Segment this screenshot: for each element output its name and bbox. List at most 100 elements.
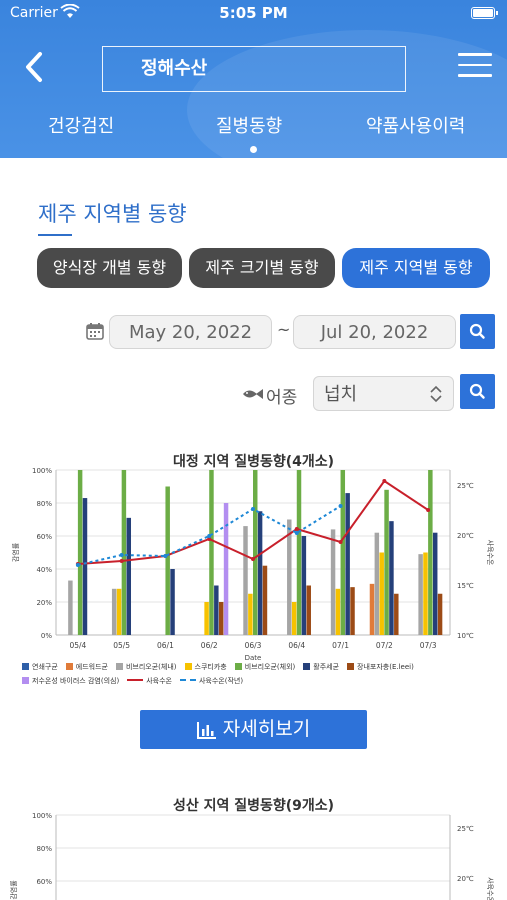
- legend-label: 비브리오균(체외): [244, 663, 296, 671]
- chart1-ytick-label: 100%: [32, 467, 52, 475]
- chart1-xtick-label: 05/4: [69, 641, 86, 650]
- legend-label: 비브리오균(체내): [125, 663, 177, 671]
- chart1-bar: [437, 593, 443, 635]
- chart1-line-point: [119, 559, 124, 563]
- chart1-legend-item: 비브리오균(체내): [115, 662, 177, 672]
- chart1-line-point: [75, 563, 80, 567]
- chart1-legend-item: 사육수온(작년): [179, 676, 244, 686]
- date-separator: ~: [277, 320, 291, 339]
- legend-label: 에드워드균: [75, 663, 108, 671]
- battery-icon: [471, 7, 498, 19]
- legend-swatch: [234, 663, 242, 670]
- chart1-bar: [345, 493, 350, 635]
- chart1-y2tick-label: 15℃: [457, 582, 474, 590]
- end-date-field[interactable]: Jul 20, 2022: [293, 315, 456, 349]
- legend-swatch: [347, 663, 355, 670]
- search-icon: [469, 383, 485, 399]
- chart1-bar: [287, 519, 292, 635]
- chart1-line-point: [207, 534, 212, 538]
- chart1-line-point: [382, 479, 387, 483]
- chart1-bar: [165, 486, 170, 635]
- chart1-xtick-label: 07/2: [376, 641, 393, 650]
- chart1-bar: [204, 602, 209, 635]
- tab-health-check[interactable]: 건강검진: [48, 116, 115, 137]
- tab-drug-history[interactable]: 약품사용이력: [366, 116, 466, 137]
- chart1-bar: [253, 470, 258, 635]
- chart1-bar: [223, 503, 229, 635]
- chart1-xtick-label: 06/2: [201, 641, 218, 650]
- legend-swatch: [303, 663, 311, 670]
- tab-disease-trend[interactable]: 질병동향: [216, 116, 283, 137]
- legend-label: 스쿠티카충: [194, 663, 227, 671]
- chart1-bar: [126, 517, 132, 635]
- chart1-xtick-label: 07/1: [332, 641, 349, 650]
- species-select[interactable]: 넙치: [313, 376, 454, 411]
- chart1-bar: [248, 593, 253, 635]
- date-search-button[interactable]: [460, 314, 495, 349]
- chart1-bar: [291, 602, 297, 635]
- chart1-bar: [369, 583, 375, 635]
- chart1-xlabel: Date: [245, 654, 262, 662]
- chart1-line-point: [294, 527, 299, 531]
- legend-swatch: [65, 663, 73, 670]
- chart1-bar: [116, 588, 122, 635]
- chart1-legend-item: 저수온성 바이러스 감염(의심): [22, 676, 119, 686]
- chart1-bar: [423, 552, 428, 635]
- filter-region-trend-button[interactable]: 제주 지역별 동향: [342, 248, 490, 288]
- chart1-bar: [389, 521, 394, 635]
- chart1-line-point: [294, 531, 299, 535]
- fish-icon: [243, 389, 263, 399]
- chart1-bar: [330, 529, 336, 635]
- bar-chart-icon: [196, 721, 216, 739]
- chart1-bar: [335, 588, 341, 635]
- chart1-bar: [262, 565, 268, 635]
- chart1-legend-item: 사육수온: [127, 676, 172, 686]
- filter-farm-trend-button[interactable]: 양식장 개별 동향: [37, 248, 182, 288]
- legend-label: 사육수온(작년): [198, 677, 244, 685]
- legend-line-swatch: [127, 679, 144, 681]
- chart1-y2tick-label: 20℃: [457, 532, 474, 540]
- chart1-legend-item: 비브리오균(체외): [234, 662, 296, 672]
- chart1-legend: 연쇄구균 에드워드균 비브리오균(체내) 스쿠티카충 비브리오균(체외) 활주세균 장내포자…: [22, 662, 492, 690]
- chart1-bar: [77, 470, 83, 635]
- chart1-bar: [209, 470, 214, 635]
- chart1-xtick-label: 05/5: [113, 641, 130, 650]
- chart1-bar: [306, 585, 311, 635]
- clock: 5:05 PM: [219, 4, 288, 22]
- chart1-line-point: [426, 508, 431, 512]
- chart1-ylabel: 감염률: [12, 542, 20, 562]
- chart1-bar: [296, 470, 302, 635]
- chart1-ytick-label: 80%: [36, 500, 52, 508]
- species-select-value: 넙치: [324, 384, 358, 405]
- filter-size-trend-button[interactable]: 제주 크기별 동향: [189, 248, 335, 288]
- chart1-line-point: [207, 537, 212, 541]
- chart1-bar: [170, 569, 175, 635]
- chart2-canvas: 100% 80% 60% 25℃ 20℃ 감염률 사육수온: [10, 812, 495, 900]
- chart1-bar: [394, 593, 399, 635]
- tab-bar: 건강검진 질병동향 약품사용이력: [0, 112, 507, 142]
- chart1-legend-item: 연쇄구균: [22, 662, 58, 672]
- hamburger-menu-icon[interactable]: [458, 53, 492, 79]
- chart1-title: 대정 지역 질병동향(4개소): [172, 454, 335, 470]
- farm-title-box: 정해수산: [102, 46, 406, 92]
- legend-swatch: [184, 663, 192, 670]
- chart1-bar: [68, 580, 73, 635]
- chart1-line-point: [163, 554, 168, 558]
- chart1-line-point: [251, 557, 255, 561]
- chart1-bar: [218, 602, 224, 635]
- chart1-bar: [350, 587, 355, 635]
- chart1-bar: [214, 585, 219, 635]
- back-chevron-icon[interactable]: [20, 50, 50, 84]
- chart1-bar: [340, 470, 346, 635]
- section-underline: [38, 234, 72, 236]
- chart1-bar: [111, 588, 117, 635]
- chart1-xtick-label: 06/4: [288, 641, 305, 650]
- detail-view-label: 자세히보기: [222, 718, 311, 740]
- chart1-bar: [243, 526, 248, 635]
- chart1-xtick-label: 06/3: [245, 641, 262, 650]
- detail-view-button[interactable]: 자세히보기: [140, 710, 367, 749]
- chart1-bar: [432, 532, 438, 635]
- start-date-field[interactable]: May 20, 2022: [109, 315, 272, 349]
- chart1-bar: [301, 536, 307, 635]
- species-search-button[interactable]: [460, 374, 495, 409]
